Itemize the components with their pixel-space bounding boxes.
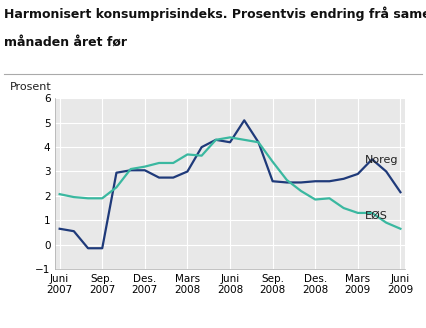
Text: månaden året før: månaden året før	[4, 36, 127, 49]
Text: Prosent: Prosent	[10, 82, 52, 92]
Text: Harmonisert konsumprisindeks. Prosentvis endring frå same: Harmonisert konsumprisindeks. Prosentvis…	[4, 7, 426, 21]
Text: EØS: EØS	[365, 211, 388, 221]
Text: Noreg: Noreg	[365, 155, 398, 165]
